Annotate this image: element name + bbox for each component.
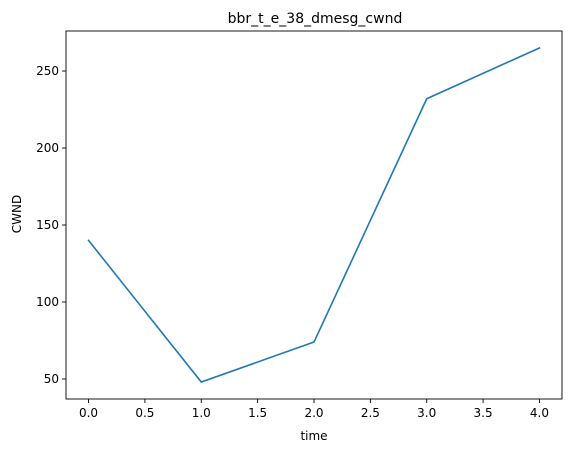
y-axis-label: CWND xyxy=(10,195,24,233)
y-axis-ticks: 50 100 150 200 250 xyxy=(36,64,66,386)
y-tick-label: 200 xyxy=(36,141,59,155)
y-tick-label: 50 xyxy=(44,372,59,386)
x-axis-label: time xyxy=(300,429,327,443)
x-tick-label: 0.0 xyxy=(79,406,98,420)
x-tick-label: 1.0 xyxy=(192,406,211,420)
x-tick-label: 0.5 xyxy=(135,406,154,420)
x-axis-ticks: 0.0 0.5 1.0 1.5 2.0 2.5 3.0 3.5 4.0 xyxy=(79,399,549,420)
x-tick-label: 3.0 xyxy=(417,406,436,420)
x-tick-label: 1.5 xyxy=(248,406,267,420)
series-line-0 xyxy=(87,46,541,383)
x-tick-label: 2.5 xyxy=(361,406,380,420)
x-tick-label: 3.5 xyxy=(474,406,493,420)
x-tick-label: 4.0 xyxy=(530,406,549,420)
y-tick-label: 150 xyxy=(36,218,59,232)
x-tick-label: 2.0 xyxy=(304,406,323,420)
y-tick-label: 100 xyxy=(36,295,59,309)
y-tick-label: 250 xyxy=(36,64,59,78)
chart-title: bbr_t_e_38_dmesg_cwnd xyxy=(228,11,403,27)
